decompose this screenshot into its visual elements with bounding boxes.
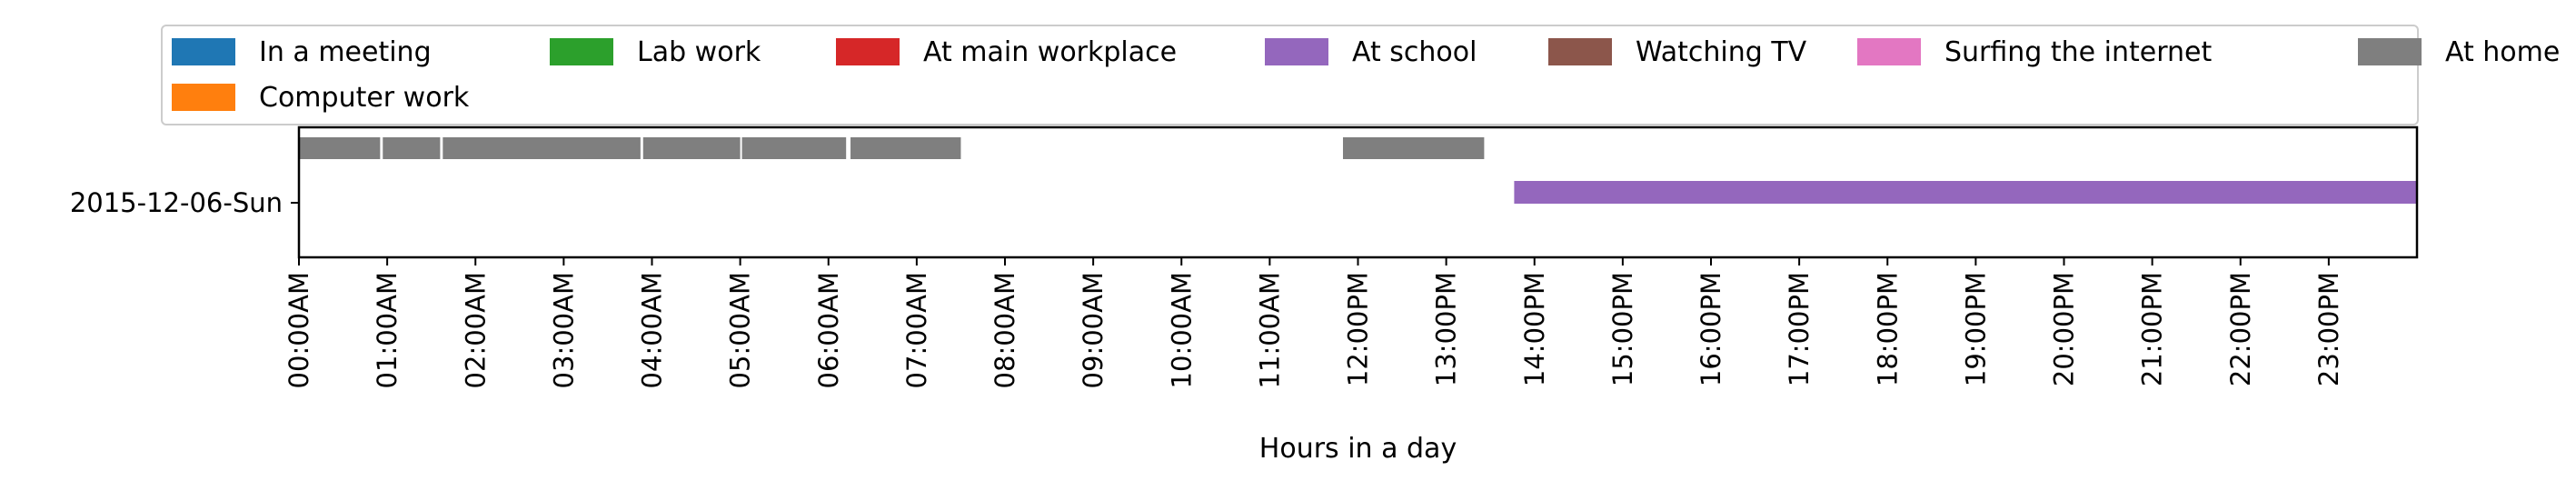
legend-label: Lab work — [637, 36, 761, 68]
legend-label: Surfing the internet — [1944, 36, 2212, 68]
legend-swatch — [172, 84, 235, 111]
x-tick-label: 15:00PM — [1607, 272, 1638, 386]
legend-swatch — [1857, 38, 1921, 65]
bar-at-home-0 — [299, 137, 381, 159]
legend-label: At home — [2445, 36, 2560, 68]
x-tick-label: 23:00PM — [2313, 272, 2344, 386]
bar-at-home-6 — [1342, 137, 1485, 159]
x-tick-label: 07:00AM — [901, 272, 932, 388]
x-tick-label: 17:00PM — [1784, 272, 1815, 386]
legend-label: At main workplace — [923, 36, 1177, 68]
axes-layer: 2015-12-06-Sun 00:00AM 01:00AM 02:00AM 03:00… — [70, 125, 2419, 465]
y-tick-label: 2015-12-06-Sun — [70, 187, 283, 218]
x-tick-label: 06:00AM — [813, 272, 844, 388]
x-tick-label: 21:00PM — [2137, 272, 2168, 386]
legend-swatch — [172, 38, 235, 65]
bars-layer — [299, 137, 2417, 204]
x-tick-label: 10:00AM — [1166, 272, 1197, 388]
legend-item-watching-tv: Watching TV — [1548, 36, 1807, 68]
legend-item-at-main-workplace: At main workplace — [836, 36, 1177, 68]
bar-at-home-4 — [741, 137, 847, 159]
x-tick-label: 18:00PM — [1872, 272, 1903, 386]
x-tick-label: 22:00PM — [2225, 272, 2256, 386]
legend-item-in-a-meeting: In a meeting — [172, 36, 432, 68]
x-tick-label: 14:00PM — [1519, 272, 1550, 386]
x-tick-label: 08:00AM — [990, 272, 1020, 388]
legend-swatch — [550, 38, 613, 65]
legend-label: At school — [1352, 36, 1477, 68]
legend-swatch — [836, 38, 900, 65]
bar-at-home-5 — [850, 137, 961, 159]
x-tick-label: 02:00AM — [460, 272, 491, 388]
legend-item-surfing-the-internet: Surfing the internet — [1857, 36, 2212, 68]
bar-at-home-3 — [642, 137, 741, 159]
legend-swatch — [1548, 38, 1612, 65]
x-tick-label: 04:00AM — [637, 272, 668, 388]
legend-swatch — [1265, 38, 1328, 65]
legend-item-at-home: At home — [2358, 36, 2560, 68]
x-tick-label: 09:00AM — [1078, 272, 1109, 388]
legend-item-lab-work: Lab work — [550, 36, 761, 68]
x-tick-label: 03:00AM — [548, 272, 579, 388]
x-tick-label: 20:00PM — [2049, 272, 2080, 386]
legend: In a meeting Computer work Lab work At main… — [161, 25, 2560, 125]
x-axis-label: Hours in a day — [1259, 433, 1457, 465]
legend-swatch — [2358, 38, 2422, 65]
legend-box — [161, 25, 2419, 125]
x-tick-label: 05:00AM — [725, 272, 756, 388]
legend-label: In a meeting — [259, 36, 432, 68]
x-tick-label: 13:00PM — [1431, 272, 1462, 386]
bar-at-home-1 — [383, 137, 441, 159]
legend-item-at-school: At school — [1265, 36, 1477, 68]
x-tick-label: 00:00AM — [283, 272, 314, 388]
legend-label: Computer work — [259, 82, 470, 114]
x-tick-label: 16:00PM — [1696, 272, 1726, 386]
x-tick-label: 12:00PM — [1343, 272, 1374, 386]
x-tick-label: 11:00AM — [1254, 272, 1285, 388]
bar-at-school-0 — [1514, 181, 2417, 204]
bar-at-home-2 — [443, 137, 641, 159]
legend-label: Watching TV — [1636, 36, 1807, 68]
x-tick-label: 01:00AM — [372, 272, 403, 388]
legend-item-computer-work: Computer work — [172, 82, 470, 114]
x-tick-label: 19:00PM — [1960, 272, 1991, 386]
